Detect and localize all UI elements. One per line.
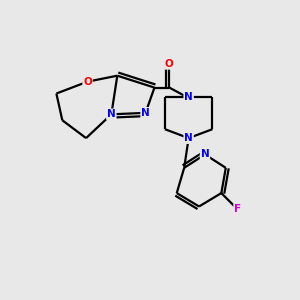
Text: N: N — [201, 149, 209, 160]
Text: O: O — [83, 76, 92, 87]
Text: F: F — [234, 204, 241, 214]
Text: N: N — [107, 109, 116, 119]
Text: N: N — [184, 92, 193, 101]
Text: N: N — [184, 133, 193, 143]
Text: O: O — [165, 59, 174, 69]
Text: N: N — [141, 108, 150, 118]
